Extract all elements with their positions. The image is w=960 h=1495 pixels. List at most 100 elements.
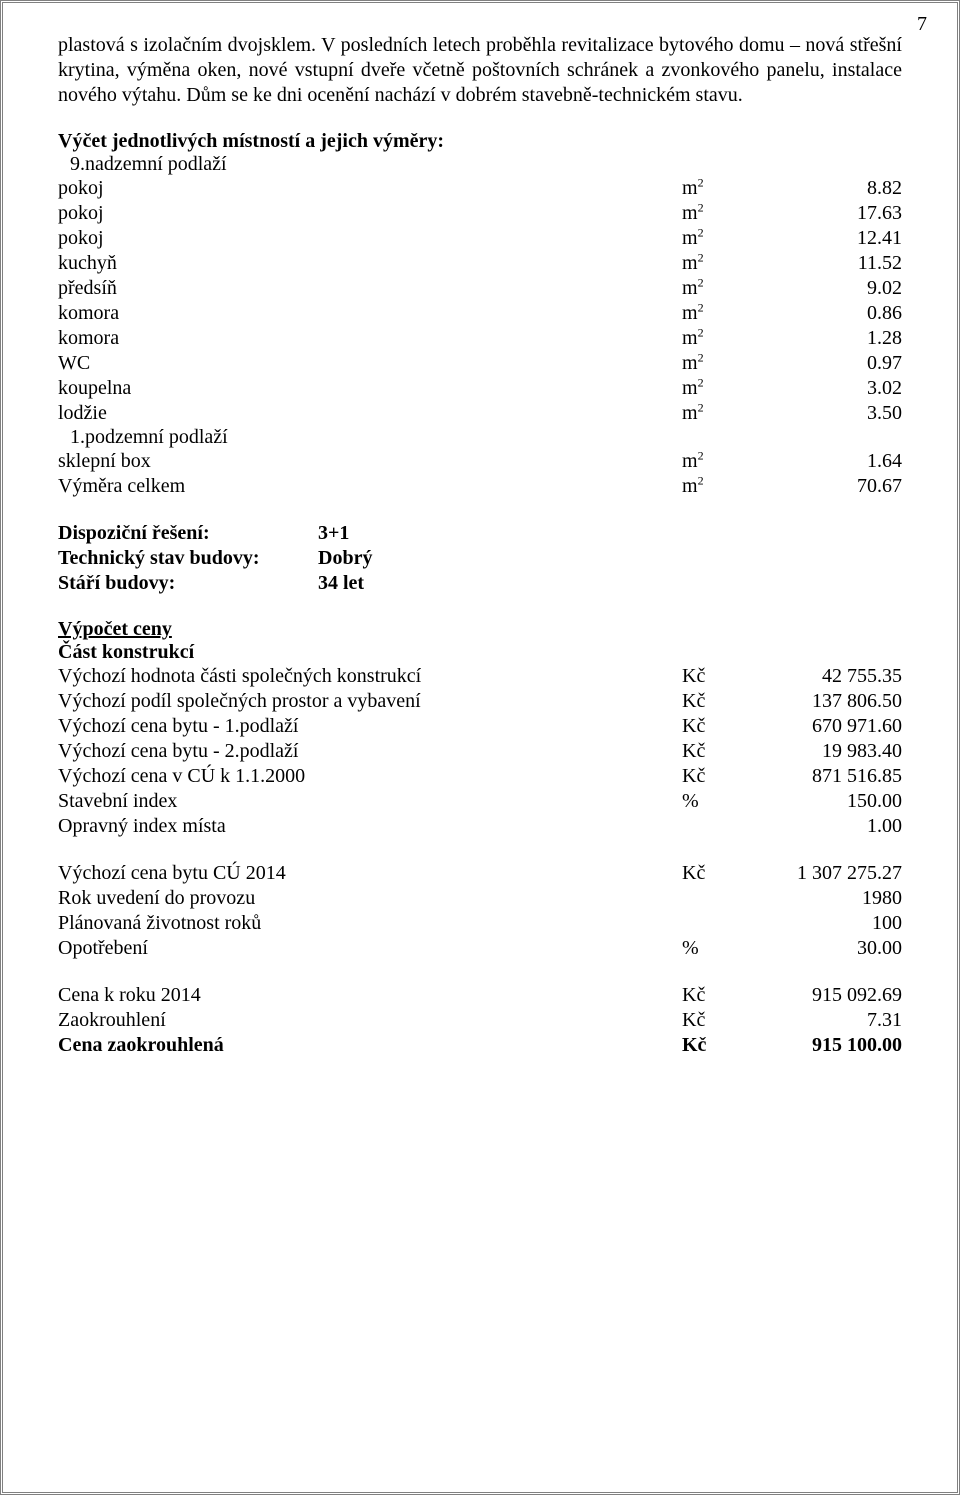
row-unit: % — [682, 936, 752, 961]
meta-row: Stáří budovy:34 let — [58, 571, 902, 596]
row-label: Výchozí cena v CÚ k 1.1.2000 — [58, 764, 682, 789]
calc-subheading: Část konstrukcí — [58, 641, 902, 664]
row-label: pokoj — [58, 201, 682, 226]
meta-label: Technický stav budovy: — [58, 546, 318, 571]
table-row: Výchozí hodnota části společných konstru… — [58, 664, 902, 689]
row-label: Výchozí podíl společných prostor a vybav… — [58, 689, 682, 714]
table-row: Cena k roku 2014Kč915 092.69 — [58, 983, 902, 1008]
meta-label: Dispoziční řešení: — [58, 521, 318, 546]
table-row: Stavební index%150.00 — [58, 789, 902, 814]
row-label: kuchyň — [58, 251, 682, 276]
row-value: 915 092.69 — [752, 983, 902, 1008]
row-value: 137 806.50 — [752, 689, 902, 714]
rooms-list-2: sklepní boxm21.64Výměra celkemm270.67 — [58, 449, 902, 499]
row-value: 1.00 — [752, 814, 902, 839]
row-unit: Kč — [682, 1008, 752, 1033]
table-row: Plánovaná životnost roků100 — [58, 911, 902, 936]
meta-label: Stáří budovy: — [58, 571, 318, 596]
row-value: 42 755.35 — [752, 664, 902, 689]
row-unit: % — [682, 789, 752, 814]
meta-section: Dispoziční řešení:3+1Technický stav budo… — [58, 521, 902, 596]
meta-row: Dispoziční řešení:3+1 — [58, 521, 902, 546]
row-unit: m2 — [682, 251, 752, 276]
calc-section-2: Výchozí cena bytu CÚ 2014Kč1 307 275.27R… — [58, 861, 902, 961]
table-row: Výchozí cena v CÚ k 1.1.2000Kč871 516.85 — [58, 764, 902, 789]
row-label: sklepní box — [58, 449, 682, 474]
row-unit: m2 — [682, 376, 752, 401]
row-unit — [682, 911, 752, 936]
row-label: Plánovaná životnost roků — [58, 911, 682, 936]
row-unit: m2 — [682, 276, 752, 301]
table-row: ZaokrouhleníKč7.31 — [58, 1008, 902, 1033]
row-unit: Kč — [682, 983, 752, 1008]
row-unit: m2 — [682, 201, 752, 226]
row-value: 9.02 — [752, 276, 902, 301]
row-value: 150.00 — [752, 789, 902, 814]
row-label: Cena zaokrouhlená — [58, 1033, 682, 1058]
row-unit — [682, 886, 752, 911]
row-label: lodžie — [58, 401, 682, 426]
row-unit: Kč — [682, 689, 752, 714]
table-row: Výměra celkemm270.67 — [58, 474, 902, 499]
intro-paragraph: plastová s izolačním dvojsklem. V posled… — [58, 33, 902, 108]
row-unit: m2 — [682, 326, 752, 351]
calc-section-3: Cena k roku 2014Kč915 092.69Zaokrouhlení… — [58, 983, 902, 1058]
row-value: 19 983.40 — [752, 739, 902, 764]
row-label: WC — [58, 351, 682, 376]
row-value: 30.00 — [752, 936, 902, 961]
meta-row: Technický stav budovy:Dobrý — [58, 546, 902, 571]
table-row: Opravný index místa 1.00 — [58, 814, 902, 839]
row-label: koupelna — [58, 376, 682, 401]
meta-value: 34 let — [318, 571, 902, 596]
row-unit: Kč — [682, 739, 752, 764]
row-unit: Kč — [682, 714, 752, 739]
meta-value: 3+1 — [318, 521, 902, 546]
table-row: Výchozí cena bytu CÚ 2014Kč1 307 275.27 — [58, 861, 902, 886]
table-row: koupelnam23.02 — [58, 376, 902, 401]
row-label: Opotřebení — [58, 936, 682, 961]
row-label: Výměra celkem — [58, 474, 682, 499]
row-value: 3.50 — [752, 401, 902, 426]
table-row: komoram21.28 — [58, 326, 902, 351]
rooms-heading: Výčet jednotlivých místností a jejich vý… — [58, 130, 902, 153]
row-value: 3.02 — [752, 376, 902, 401]
row-value: 70.67 — [752, 474, 902, 499]
table-row: Výchozí cena bytu - 1.podlažíKč670 971.6… — [58, 714, 902, 739]
table-row: komoram20.86 — [58, 301, 902, 326]
row-label: Výchozí cena bytu CÚ 2014 — [58, 861, 682, 886]
row-value: 1 307 275.27 — [752, 861, 902, 886]
row-label: komora — [58, 326, 682, 351]
rooms-floor-1: 9.nadzemní podlaží — [58, 153, 902, 176]
row-label: Zaokrouhlení — [58, 1008, 682, 1033]
rooms-list: pokojm28.82pokojm217.63pokojm212.41kuchy… — [58, 176, 902, 426]
row-label: komora — [58, 301, 682, 326]
row-value: 1980 — [752, 886, 902, 911]
rooms-section: Výčet jednotlivých místností a jejich vý… — [58, 130, 902, 499]
row-unit: m2 — [682, 301, 752, 326]
row-label: Stavební index — [58, 789, 682, 814]
row-label: Cena k roku 2014 — [58, 983, 682, 1008]
table-row: sklepní boxm21.64 — [58, 449, 902, 474]
row-value: 7.31 — [752, 1008, 902, 1033]
row-unit: Kč — [682, 764, 752, 789]
page-number: 7 — [917, 13, 927, 36]
row-unit: m2 — [682, 226, 752, 251]
calc-list: Výchozí hodnota části společných konstru… — [58, 664, 902, 839]
row-label: pokoj — [58, 226, 682, 251]
row-unit: m2 — [682, 351, 752, 376]
calc-heading: Výpočet ceny — [58, 618, 902, 641]
row-value: 1.64 — [752, 449, 902, 474]
table-row: Cena zaokrouhlenáKč915 100.00 — [58, 1033, 902, 1058]
row-value: 871 516.85 — [752, 764, 902, 789]
row-unit: m2 — [682, 401, 752, 426]
row-unit — [682, 814, 752, 839]
row-value: 915 100.00 — [752, 1033, 902, 1058]
row-label: Rok uvedení do provozu — [58, 886, 682, 911]
row-unit: Kč — [682, 1033, 752, 1058]
row-label: Výchozí cena bytu - 1.podlaží — [58, 714, 682, 739]
calc-section: Výpočet ceny Část konstrukcí Výchozí hod… — [58, 618, 902, 839]
row-label: Opravný index místa — [58, 814, 682, 839]
table-row: lodžiem23.50 — [58, 401, 902, 426]
row-unit: m2 — [682, 176, 752, 201]
table-row: pokojm212.41 — [58, 226, 902, 251]
